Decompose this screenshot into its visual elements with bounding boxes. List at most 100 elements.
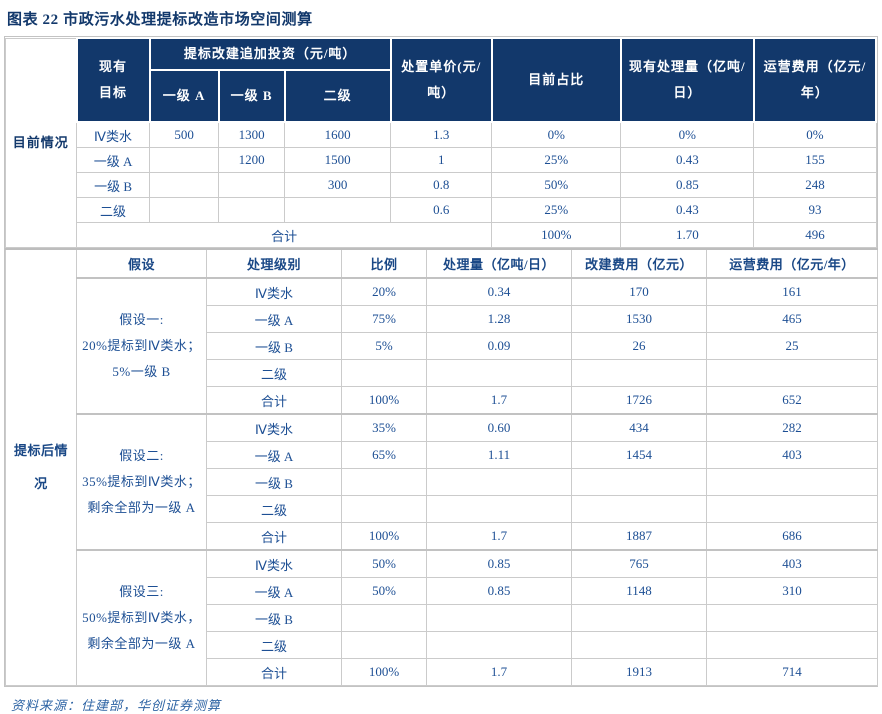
table-cell: 5% bbox=[341, 332, 427, 360]
table-cell: 170 bbox=[571, 277, 707, 306]
table-cell: 403 bbox=[706, 441, 878, 469]
table-cell: 0.8 bbox=[390, 172, 493, 198]
table-cell bbox=[571, 495, 707, 523]
header-unit-price: 处置单价(元/吨） bbox=[389, 37, 493, 123]
total-label: 合计 bbox=[76, 222, 493, 248]
table-cell bbox=[706, 495, 878, 523]
hypothesis-title: 假设三: bbox=[119, 584, 164, 599]
table-cell: 50% bbox=[491, 172, 622, 198]
table-cell: 0.85 bbox=[426, 549, 572, 578]
table-cell: 0.43 bbox=[620, 147, 755, 173]
table-cell: 1913 bbox=[571, 658, 707, 686]
total-row: 合计 100% 1.7 1913 714 bbox=[6, 658, 878, 686]
header-grade-b: 一级 B bbox=[217, 69, 286, 123]
table-row: 一级 A 一级 B 二级 bbox=[6, 69, 877, 123]
table-cell: 282 bbox=[706, 413, 878, 442]
table-cell: 310 bbox=[706, 577, 878, 605]
table-row: 二级 bbox=[6, 495, 878, 523]
table-row: Ⅳ类水 500 1300 1600 1.3 0% 0% 0% bbox=[6, 121, 877, 148]
table-cell: 248 bbox=[753, 172, 877, 198]
table-cell bbox=[571, 604, 707, 632]
table-cell: 1600 bbox=[284, 121, 392, 148]
hypothesis-title: 假设一: bbox=[119, 312, 164, 327]
header-grade-2: 二级 bbox=[283, 69, 392, 123]
table-cell: 765 bbox=[571, 549, 707, 578]
table-cell: 1.7 bbox=[426, 522, 572, 551]
table-cell bbox=[149, 147, 220, 173]
table-row: 提标后情况 假设 处理级别 比例 处理量（亿吨/日） 改建费用（亿元） 运营费用… bbox=[5, 248, 878, 686]
header-current-volume: 现有处理量（亿吨/日） bbox=[619, 37, 755, 123]
total-label: 合计 bbox=[206, 522, 342, 551]
section-label-upgraded: 提标后情况 bbox=[5, 248, 77, 686]
table-cell: 0.34 bbox=[426, 277, 572, 306]
hypothesis-text: 20%提标到Ⅳ类水；5%一级 B bbox=[82, 338, 201, 379]
table-cell: 1300 bbox=[218, 121, 286, 148]
table-cell: 25 bbox=[706, 332, 878, 360]
table-cell: 1887 bbox=[571, 522, 707, 551]
table-cell: 35% bbox=[341, 413, 427, 442]
header-opex: 运营费用（亿元/年） bbox=[752, 37, 878, 123]
table-cell bbox=[426, 359, 572, 387]
header-existing-target: 现有目标 bbox=[75, 37, 151, 123]
hypothesis-text: 50%提标到Ⅳ类水，剩余全部为一级 A bbox=[82, 610, 201, 651]
table-cell bbox=[149, 172, 220, 198]
table-cell: 1 bbox=[390, 147, 493, 173]
header-invest-group: 提标改建追加投资（元/吨） bbox=[148, 37, 392, 71]
table-row: 二级 0.6 25% 0.43 93 bbox=[6, 197, 877, 223]
table-cell: 二级 bbox=[76, 197, 151, 223]
table-cell bbox=[426, 604, 572, 632]
table-cell: 一级 B bbox=[206, 604, 342, 632]
table-cell: 714 bbox=[706, 658, 878, 686]
table-cell: 686 bbox=[706, 522, 878, 551]
header-hypothesis: 假设 bbox=[76, 248, 207, 279]
table-cell bbox=[284, 197, 392, 223]
table-cell bbox=[341, 495, 427, 523]
table-cell bbox=[571, 468, 707, 496]
table-cell: 25% bbox=[491, 197, 622, 223]
table-cell: 0.09 bbox=[426, 332, 572, 360]
header-grade-a: 一级 A bbox=[148, 69, 220, 123]
table-cell: Ⅳ类水 bbox=[206, 413, 342, 442]
table-cell: 一级 A bbox=[206, 577, 342, 605]
table-cell: 434 bbox=[571, 413, 707, 442]
table-cell: 100% bbox=[491, 222, 622, 248]
table-cell: 75% bbox=[341, 305, 427, 333]
total-label: 合计 bbox=[206, 658, 342, 686]
table-cell bbox=[341, 604, 427, 632]
table-cell: 465 bbox=[706, 305, 878, 333]
table-cell: 0.60 bbox=[426, 413, 572, 442]
table-cell: 500 bbox=[149, 121, 220, 148]
table-cell bbox=[706, 359, 878, 387]
table-cell: 155 bbox=[753, 147, 877, 173]
table-cell bbox=[571, 631, 707, 659]
table-row: 假设一: 20%提标到Ⅳ类水；5%一级 B Ⅳ类水 20% 0.34 170 1… bbox=[6, 277, 878, 415]
table-cell: 26 bbox=[571, 332, 707, 360]
table-cell: 1.3 bbox=[390, 121, 493, 148]
post-upgrade-table: 提标后情况 假设 处理级别 比例 处理量（亿吨/日） 改建费用（亿元） 运营费用… bbox=[5, 248, 878, 686]
table-cell bbox=[218, 172, 286, 198]
figure-title: 图表 22 市政污水处理提标改造市场空间测算 bbox=[7, 12, 313, 28]
table-cell: 1726 bbox=[571, 386, 707, 415]
table-cell: Ⅳ类水 bbox=[206, 549, 342, 578]
hypothesis-label-1: 假设一: 20%提标到Ⅳ类水；5%一级 B bbox=[76, 277, 207, 415]
total-row: 合计 100% 1.7 1887 686 bbox=[6, 522, 878, 551]
table-cell bbox=[571, 359, 707, 387]
table-cell: 403 bbox=[706, 549, 878, 578]
table-row: 目前情况 现有目标 提标改建追加投资（元/吨） 处置单价(元/吨） 目前占比 现… bbox=[4, 37, 878, 248]
table-cell: 一级 B bbox=[76, 172, 151, 198]
table-cell: 0.85 bbox=[620, 172, 755, 198]
table-cell: 20% bbox=[341, 277, 427, 306]
table-row: 一级 A 75% 1.28 1530 465 bbox=[6, 305, 878, 333]
data-source-note: 资料来源：住建部，华创证券测算 bbox=[11, 698, 222, 713]
table-cell: 二级 bbox=[206, 359, 342, 387]
table-cell: 1200 bbox=[218, 147, 286, 173]
table-cell bbox=[426, 468, 572, 496]
table-cell: 一级 A bbox=[76, 147, 151, 173]
table-row: 一级 A 65% 1.11 1454 403 bbox=[6, 441, 878, 469]
total-label: 合计 bbox=[206, 386, 342, 415]
header-volume: 处理量（亿吨/日） bbox=[426, 248, 572, 279]
table-cell: 1.11 bbox=[426, 441, 572, 469]
table-cell: 161 bbox=[706, 277, 878, 306]
table-cell: 1.70 bbox=[620, 222, 755, 248]
